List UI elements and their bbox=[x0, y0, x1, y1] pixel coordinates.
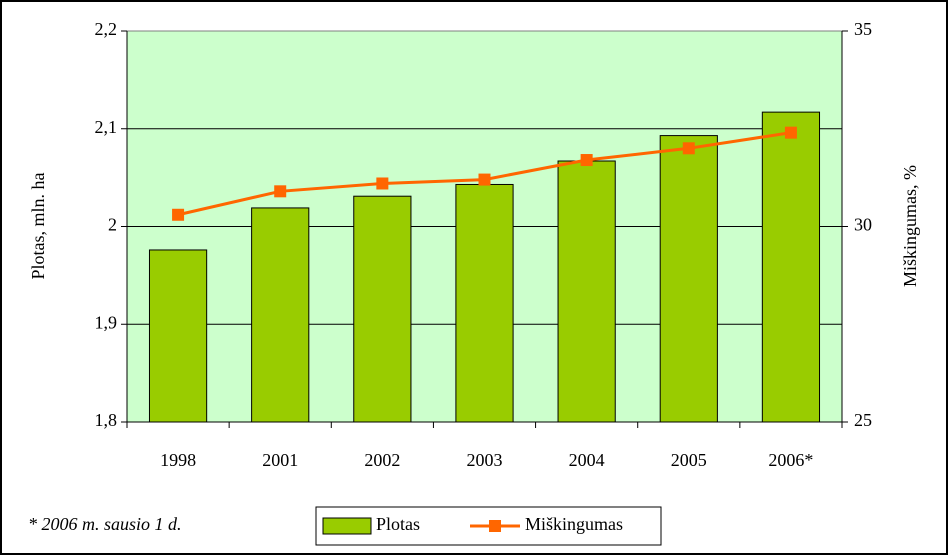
x-tick-label: 2001 bbox=[262, 450, 298, 470]
marker bbox=[274, 185, 287, 198]
y-tick-label: 2 bbox=[108, 215, 117, 235]
y2-tick-label: 35 bbox=[854, 19, 872, 39]
x-tick-label: 2003 bbox=[467, 450, 503, 470]
bar bbox=[455, 183, 514, 423]
marker bbox=[376, 177, 389, 190]
marker bbox=[682, 142, 695, 155]
y-tick-label: 1,8 bbox=[95, 410, 118, 430]
marker bbox=[172, 208, 185, 221]
y2-tick-label: 25 bbox=[854, 410, 872, 430]
legend-swatch bbox=[322, 517, 372, 535]
y-tick-label: 2,1 bbox=[95, 117, 118, 137]
marker bbox=[784, 126, 797, 139]
x-tick-label: 2006* bbox=[768, 450, 813, 470]
x-tick-label: 2004 bbox=[569, 450, 605, 470]
x-tick-label: 1998 bbox=[160, 450, 196, 470]
bar bbox=[353, 195, 412, 423]
bar bbox=[148, 249, 208, 423]
marker bbox=[478, 173, 491, 186]
bar bbox=[659, 135, 718, 423]
bar bbox=[761, 111, 821, 423]
bar bbox=[251, 207, 310, 423]
legend-label: Miškingumas bbox=[525, 514, 623, 534]
legend-label: Plotas bbox=[376, 514, 420, 534]
y2-tick-label: 30 bbox=[854, 215, 872, 235]
marker bbox=[580, 154, 593, 167]
x-tick-label: 2005 bbox=[671, 450, 707, 470]
bar bbox=[557, 160, 616, 423]
legend-marker bbox=[489, 520, 501, 532]
y2-axis-label: Miškingumas, % bbox=[900, 165, 920, 287]
x-tick-label: 2002 bbox=[364, 450, 400, 470]
footnote: * 2006 m. sausio 1 d. bbox=[28, 514, 182, 534]
y-axis-label: Plotas, mln. ha bbox=[28, 172, 48, 279]
y-tick-label: 2,2 bbox=[95, 19, 118, 39]
y-tick-label: 1,9 bbox=[95, 312, 118, 332]
